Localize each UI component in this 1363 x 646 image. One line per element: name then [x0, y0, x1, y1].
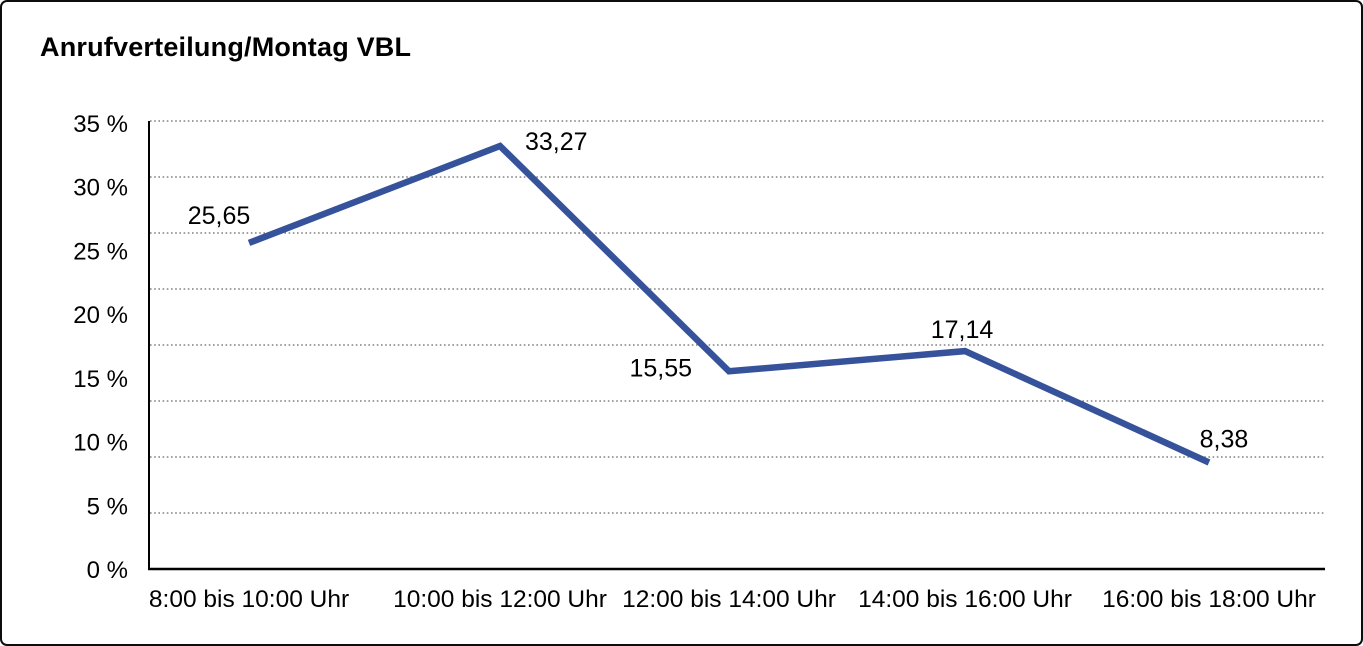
- data-point-label: 33,27: [525, 128, 588, 156]
- y-tick-label: 30 %: [73, 175, 128, 202]
- y-tick-label: 35 %: [73, 111, 128, 138]
- data-point-label: 15,55: [629, 354, 692, 382]
- x-category-label: 8:00 bis 10:00 Uhr: [149, 586, 349, 613]
- data-point-label: 8,38: [1200, 425, 1249, 453]
- y-tick-label: 25 %: [73, 238, 128, 265]
- y-tick-label: 10 %: [73, 430, 128, 457]
- data-point-label: 17,14: [931, 316, 994, 344]
- y-tick-label: 15 %: [73, 366, 128, 393]
- chart-title: Anrufverteilung/Montag VBL: [40, 32, 412, 62]
- y-tick-label: 20 %: [73, 302, 128, 329]
- series-line: [247, 142, 1211, 466]
- x-category-label: 14:00 bis 16:00 Uhr: [858, 586, 1072, 613]
- data-point-label: 25,65: [188, 202, 251, 230]
- y-tick-label: 5 %: [87, 493, 128, 520]
- x-category-label: 16:00 bis 18:00 Uhr: [1102, 586, 1316, 613]
- y-tick-label: 0 %: [87, 557, 128, 584]
- x-category-label: 12:00 bis 14:00 Uhr: [622, 586, 836, 613]
- x-category-label: 10:00 bis 12:00 Uhr: [393, 586, 607, 613]
